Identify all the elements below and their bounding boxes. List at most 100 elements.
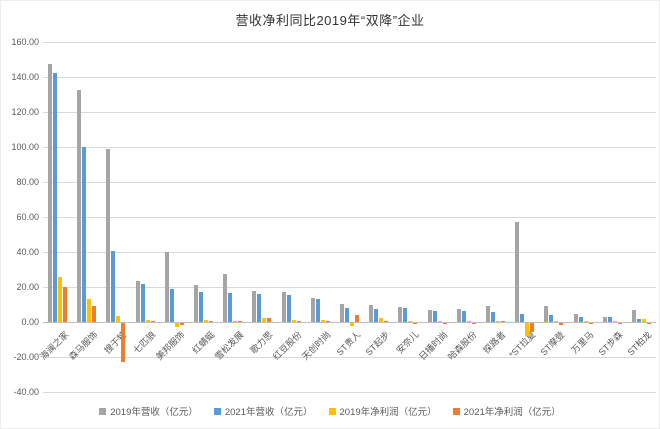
bar-2019年净利润（亿元）-ST摩登 (554, 321, 559, 322)
bar-2019年净利润（亿元）-红蜻蜓 (204, 319, 209, 322)
legend-label: 2021年净利润（亿元） (463, 407, 561, 418)
bar-2021年净利润（亿元）-哈森股份 (471, 323, 476, 324)
bar-2021年净利润（亿元）-日播时尚 (442, 323, 447, 324)
bar-2019年营收（亿元）-ST摩登 (544, 306, 549, 322)
bar-2019年营收（亿元）-搜于特 (106, 148, 111, 322)
y-axis-tick-label: 0.00 (21, 317, 39, 327)
bar-2019年营收（亿元）-海澜之家 (48, 63, 53, 322)
bar-2021年净利润（亿元）-红豆股份 (296, 320, 301, 322)
bar-2019年净利润（亿元）-搜于特 (116, 316, 121, 322)
gridline (43, 357, 656, 358)
bar-2021年营收（亿元）-ST摩登 (549, 315, 554, 322)
gridline (43, 252, 656, 253)
bar-2021年营收（亿元）-红豆股份 (286, 294, 291, 322)
bar-2019年净利润（亿元）-ST步森 (612, 321, 617, 322)
legend-swatch-icon (452, 407, 460, 415)
legend-label: 2019年净利润（亿元） (339, 407, 437, 418)
bar-2019年营收（亿元）-红豆股份 (281, 292, 286, 322)
legend-item: 2019年净利润（亿元） (328, 404, 437, 418)
bar-2019年营收（亿元）-红蜻蜓 (194, 284, 199, 322)
gridline (43, 77, 656, 78)
bar-2021年营收（亿元）-森马服饰 (82, 146, 87, 322)
bar-2019年净利润（亿元）-天创时尚 (320, 319, 325, 322)
bar-2019年净利润（亿元）-红豆股份 (291, 320, 296, 322)
bar-2021年净利润（亿元）-*ST拉夏 (530, 323, 535, 332)
bar-2021年净利润（亿元）-红蜻蜓 (209, 321, 214, 322)
bar-2019年营收（亿元）-哈森股份 (456, 308, 461, 322)
gridline (43, 147, 656, 148)
bar-2019年营收（亿元）-森马服饰 (77, 89, 82, 322)
y-axis-tick-label: 40.00 (16, 247, 39, 257)
bar-2019年营收（亿元）-探路者 (485, 306, 490, 322)
bar-2019年营收（亿元）-歌力思 (252, 291, 257, 322)
bar-2019年营收（亿元）-ST起步 (369, 305, 374, 322)
bar-2021年营收（亿元）-美邦服饰 (169, 289, 174, 322)
bar-2019年营收（亿元）-ST贵人 (340, 303, 344, 322)
bar-2021年营收（亿元）-探路者 (490, 312, 495, 322)
bar-2021年营收（亿元）-日播时尚 (432, 310, 437, 322)
bar-2019年净利润（亿元）-探路者 (495, 320, 500, 322)
bar-2021年净利润（亿元）-歌力思 (267, 317, 272, 322)
gridline (43, 42, 656, 43)
bar-2019年营收（亿元）-*ST拉夏 (515, 222, 520, 322)
bar-2021年净利润（亿元）-雪松发展 (238, 321, 243, 322)
legend-item: 2019年营收（亿元） (99, 404, 198, 418)
bar-2021年营收（亿元）-*ST拉夏 (520, 314, 525, 322)
bar-2019年营收（亿元）-美邦服饰 (164, 252, 169, 322)
bar-2019年净利润（亿元）-ST柏龙 (641, 319, 646, 322)
bar-2021年营收（亿元）-ST起步 (374, 309, 379, 322)
bar-2021年净利润（亿元）-搜于特 (121, 323, 126, 363)
bar-2019年营收（亿元）-天创时尚 (310, 297, 315, 322)
bar-2019年净利润（亿元）-ST起步 (379, 318, 384, 322)
y-axis-tick-label: 20.00 (16, 282, 39, 292)
gridline (43, 182, 656, 183)
gridline (43, 392, 656, 393)
chart-legend: 2019年营收（亿元） 2021年营收（亿元） 2019年净利润（亿元） 2021年净… (1, 404, 659, 418)
bar-2019年营收（亿元）-安奈儿 (398, 306, 403, 322)
y-axis-tick-label: 140.00 (11, 72, 39, 82)
bar-2019年营收（亿元）-七匹狼 (135, 281, 140, 322)
legend-label: 2019年营收（亿元） (110, 407, 198, 418)
bar-2019年净利润（亿元）-安奈儿 (408, 321, 413, 322)
bar-2019年净利润（亿元）-七匹狼 (145, 319, 150, 322)
bar-2019年净利润（亿元）-*ST拉夏 (525, 323, 530, 337)
gridline (43, 287, 656, 288)
gridline (43, 217, 656, 218)
bar-2019年营收（亿元）-日播时尚 (427, 309, 432, 322)
x-axis-line (43, 322, 656, 323)
bar-2021年净利润（亿元）-美邦服饰 (179, 323, 184, 325)
bar-2021年净利润（亿元）-森马服饰 (92, 306, 97, 322)
bar-2019年营收（亿元）-ST柏龙 (631, 309, 636, 322)
bar-2021年净利润（亿元）-七匹狼 (150, 320, 155, 322)
bar-2021年净利润（亿元）-万里马 (588, 323, 593, 324)
y-axis-tick-label: -40.00 (13, 387, 39, 397)
bar-2019年净利润（亿元）-日播时尚 (437, 321, 442, 322)
bar-2021年营收（亿元）-哈森股份 (461, 311, 466, 322)
y-axis-tick-label: 60.00 (16, 212, 39, 222)
bar-2021年营收（亿元）-万里马 (578, 317, 583, 322)
bar-2021年净利润（亿元）-海澜之家 (63, 286, 68, 322)
bar-2019年净利润（亿元）-美邦服饰 (174, 323, 179, 328)
bar-2021年营收（亿元）-ST贵人 (345, 308, 349, 322)
bar-2019年营收（亿元）-万里马 (573, 314, 578, 322)
bar-2021年营收（亿元）-安奈儿 (403, 308, 408, 322)
bar-2021年净利润（亿元）-ST步森 (617, 323, 622, 324)
bar-2021年营收（亿元）-海澜之家 (53, 72, 58, 322)
y-axis-tick-label: 80.00 (16, 177, 39, 187)
bar-2021年净利润（亿元）-安奈儿 (413, 323, 418, 324)
bar-2021年净利润（亿元）-ST摩登 (559, 323, 564, 325)
legend-swatch-icon (328, 407, 336, 415)
y-axis-tick-label: 160.00 (11, 37, 39, 47)
legend-label: 2021年营收（亿元） (224, 407, 313, 418)
bar-2019年净利润（亿元）-森马服饰 (87, 299, 92, 322)
bar-2021年营收（亿元）-搜于特 (111, 251, 116, 322)
bar-2019年净利润（亿元）-ST贵人 (350, 323, 354, 326)
chart-title: 营收净利同比2019年“双降”企业 (235, 13, 425, 28)
bar-2021年净利润（亿元）-ST贵人 (355, 315, 359, 322)
bar-2019年净利润（亿元）-哈森股份 (466, 321, 471, 322)
y-axis-tick-label: 120.00 (11, 107, 39, 117)
bar-2021年净利润（亿元）-ST柏龙 (646, 323, 651, 324)
bar-2019年净利润（亿元）-海澜之家 (58, 276, 63, 322)
bar-2019年净利润（亿元）-雪松发展 (233, 321, 238, 322)
